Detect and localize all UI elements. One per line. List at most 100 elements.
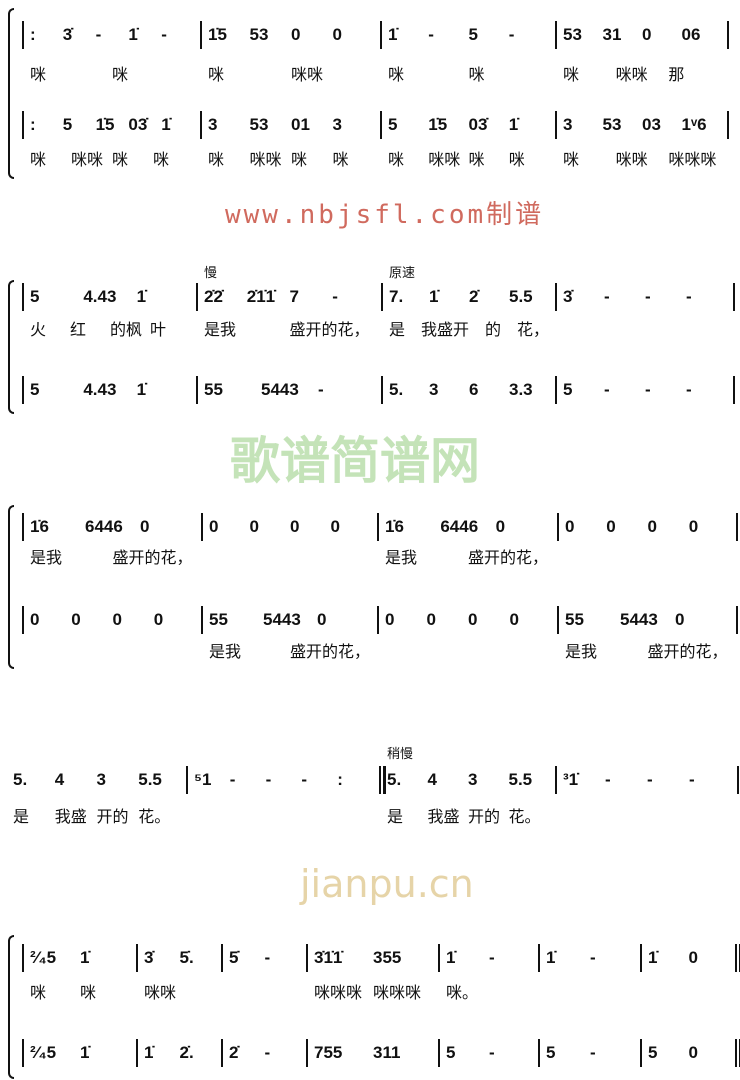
lyric-syllable: 是 <box>389 320 406 339</box>
note-group: 0 <box>688 948 698 967</box>
note-group: 1̇ <box>446 948 456 967</box>
lyric-syllable: 盛开的花， <box>468 548 549 567</box>
note-group: - <box>265 770 272 789</box>
note-group: 0 <box>675 610 685 629</box>
tempo-marking: 原速 <box>389 266 416 281</box>
lyric-syllable: 咪咪 <box>291 65 324 84</box>
lyric-syllable: 咪咪 <box>615 150 648 169</box>
lyric-syllable: 花。 <box>508 807 541 826</box>
double-barline <box>379 766 386 794</box>
note-group: - <box>264 1043 271 1062</box>
note-group: 01 <box>291 115 310 134</box>
note-group: 4 <box>427 770 437 789</box>
note-group: - <box>301 770 308 789</box>
system-brace <box>8 935 14 1079</box>
note-group: 0 <box>509 610 519 629</box>
barline <box>377 606 379 634</box>
note-group: 5̇ <box>229 948 239 967</box>
barline <box>733 376 735 404</box>
note-group: 0 <box>688 517 699 536</box>
note-group: 53 <box>602 115 622 134</box>
barline <box>22 376 24 404</box>
note-group: 1̇5 <box>95 115 115 134</box>
note-group: 5.5 <box>509 287 533 306</box>
note-group: - <box>318 380 324 399</box>
note-group: 1̇5 <box>208 25 227 44</box>
lyric-syllable: 开 <box>453 320 470 339</box>
note-group: 3 <box>563 115 573 134</box>
note-group: 5443 <box>263 610 301 629</box>
lyric-syllable: 咪 <box>112 65 129 84</box>
note-group: 0 <box>688 1043 698 1062</box>
lyric-syllable: 是我 <box>209 642 242 661</box>
barline <box>22 21 24 49</box>
barline <box>136 944 138 972</box>
note-group: 1̇ <box>80 1043 90 1062</box>
lyric-syllable: 是我 <box>565 642 598 661</box>
note-group: - <box>428 25 434 44</box>
note-group: 0 <box>330 517 340 536</box>
note-group: 2̇1̇1̇ <box>246 287 276 306</box>
note-group: 1̇ <box>388 25 398 44</box>
lyric-syllable: 咪咪咪 <box>668 150 717 169</box>
note-group: 3 <box>332 115 342 134</box>
lyric-syllable: 我盛 <box>54 807 87 826</box>
barline <box>377 513 379 541</box>
note-group: - <box>689 770 695 789</box>
system-brace <box>8 280 14 414</box>
barline <box>538 944 540 972</box>
barline <box>306 944 308 972</box>
barline <box>22 944 24 972</box>
note-group: 5.5 <box>508 770 533 789</box>
note-group: 0 <box>495 517 506 536</box>
note-group: 1̇ <box>80 948 90 967</box>
note-group: 2̇. <box>179 1043 194 1062</box>
note-group: 2̇ <box>469 287 479 306</box>
barline <box>381 376 383 404</box>
lyric-syllable: 是我 <box>30 548 63 567</box>
barline <box>221 944 223 972</box>
note-group: 3̇ <box>62 25 73 44</box>
lyric-syllable: 咪咪 <box>428 150 461 169</box>
note-group: 3 <box>429 380 439 399</box>
lyric-syllable: 那 <box>668 65 685 84</box>
note-group: 1̇6 <box>385 517 404 536</box>
barline <box>733 283 735 311</box>
barline <box>22 513 24 541</box>
note-group: 55 <box>565 610 584 629</box>
note-group: 03̇ <box>468 115 488 134</box>
lyric-syllable: 的枫 <box>110 320 143 339</box>
barline <box>22 283 24 311</box>
note-group: - <box>647 770 653 789</box>
note-group: 5. <box>13 770 28 789</box>
note-group: 2̇2̇ <box>204 287 223 306</box>
note-group: 5443 <box>620 610 658 629</box>
note-group: 4 <box>54 770 65 789</box>
note-group: 0 <box>290 517 300 536</box>
note-group: 1̇ <box>144 1043 154 1062</box>
note-group: 0 <box>249 517 259 536</box>
barline <box>186 766 188 794</box>
lyric-syllable: 咪 <box>388 65 405 84</box>
note-group: 3̇ <box>563 287 573 306</box>
barline <box>200 111 202 139</box>
note-group: 0 <box>71 610 81 629</box>
note-group: 5 <box>30 287 40 306</box>
note-group: 1ᵛ6 <box>681 115 707 134</box>
note-group: 1̇6 <box>30 517 49 536</box>
lyric-syllable: 咪咪 <box>144 983 177 1002</box>
barline <box>737 766 739 794</box>
note-group: 0 <box>426 610 436 629</box>
watermark-site: www.nbjsfl.com制谱 <box>225 200 545 230</box>
note-group: 1̇ <box>128 25 138 44</box>
note-group: ⁵1 <box>194 770 212 789</box>
note-group: 7. <box>389 287 404 306</box>
note-group: 1̇ <box>546 948 556 967</box>
barline <box>555 376 557 404</box>
barline <box>555 21 557 49</box>
note-group: 1̇ <box>136 380 147 399</box>
note-group: 0 <box>209 517 219 536</box>
note-group: : <box>30 25 36 44</box>
note-group: 06 <box>681 25 701 44</box>
barline <box>736 513 738 541</box>
